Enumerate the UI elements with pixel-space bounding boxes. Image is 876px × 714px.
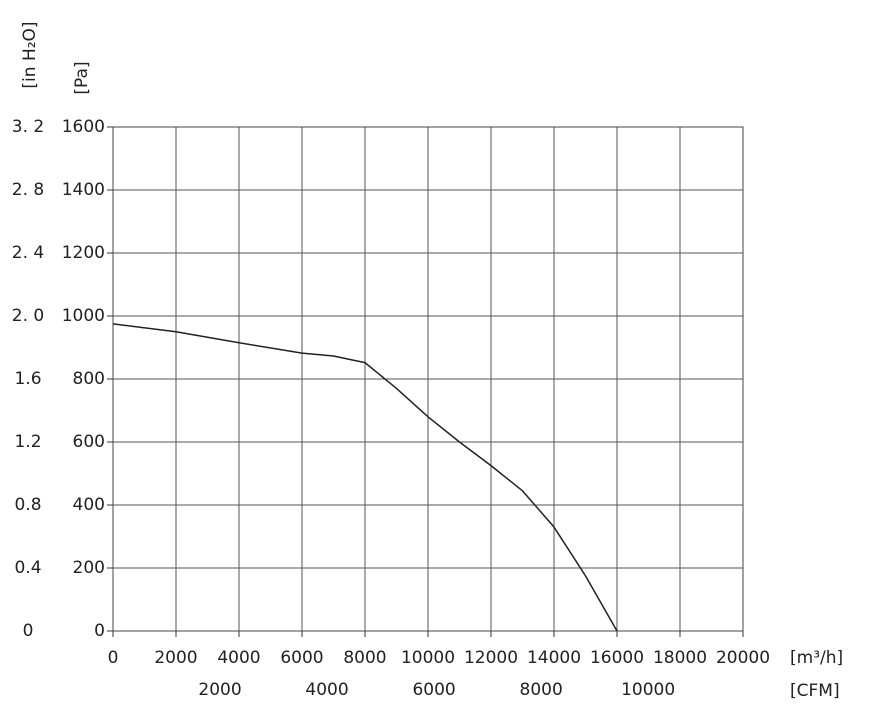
y2-tick-label: 3. 2 (12, 117, 44, 137)
x2-tick-label: 2000 (198, 680, 241, 700)
x2-tick-label: 8000 (520, 680, 563, 700)
y-tick-label: 1600 (62, 117, 105, 137)
x2-tick-label: 6000 (412, 680, 455, 700)
x2-tick-label: 4000 (305, 680, 348, 700)
x-tick-label: 2000 (154, 648, 197, 668)
x-tick-label: 20000 (716, 648, 770, 668)
x-tick-label: 12000 (464, 648, 518, 668)
y-tick-label: 1200 (62, 243, 105, 263)
y2-tick-label: 0.4 (14, 558, 41, 578)
y-tick-label: 800 (73, 369, 105, 389)
y2-axis-title: [in H₂O] (20, 21, 40, 88)
plot-border (112, 126, 744, 632)
y-tick-label: 400 (73, 495, 105, 515)
y-tick-label: 200 (73, 558, 105, 578)
curve (112, 323, 618, 632)
y2-tick-label: 2. 0 (12, 306, 44, 326)
y-tick-label: 1400 (62, 180, 105, 200)
x-tick-label: 0 (108, 648, 119, 668)
y2-tick-label: 2. 4 (12, 243, 44, 263)
x-tick-label: 16000 (590, 648, 644, 668)
y-tick-label: 0 (94, 621, 105, 641)
x-tick-label: 6000 (280, 648, 323, 668)
x-tick-label: 14000 (527, 648, 581, 668)
y-tick-label: 1000 (62, 306, 105, 326)
x2-axis-title: [CFM] (790, 681, 840, 701)
x-tick-label: 18000 (653, 648, 707, 668)
y-tick-label: 600 (73, 432, 105, 452)
x-tick-label: 4000 (217, 648, 260, 668)
y2-tick-label: 2. 8 (12, 180, 44, 200)
y2-tick-label: 0 (23, 621, 34, 641)
y2-tick-label: 1.6 (14, 369, 41, 389)
y-axis-title: [Pa] (72, 61, 92, 94)
x2-tick-label: 10000 (621, 680, 675, 700)
x-tick-label: 10000 (401, 648, 455, 668)
x-tick-label: 8000 (343, 648, 386, 668)
y2-tick-label: 1.2 (14, 432, 41, 452)
y2-tick-label: 0.8 (14, 495, 41, 515)
x-axis-title: [m³/h] (790, 648, 843, 668)
